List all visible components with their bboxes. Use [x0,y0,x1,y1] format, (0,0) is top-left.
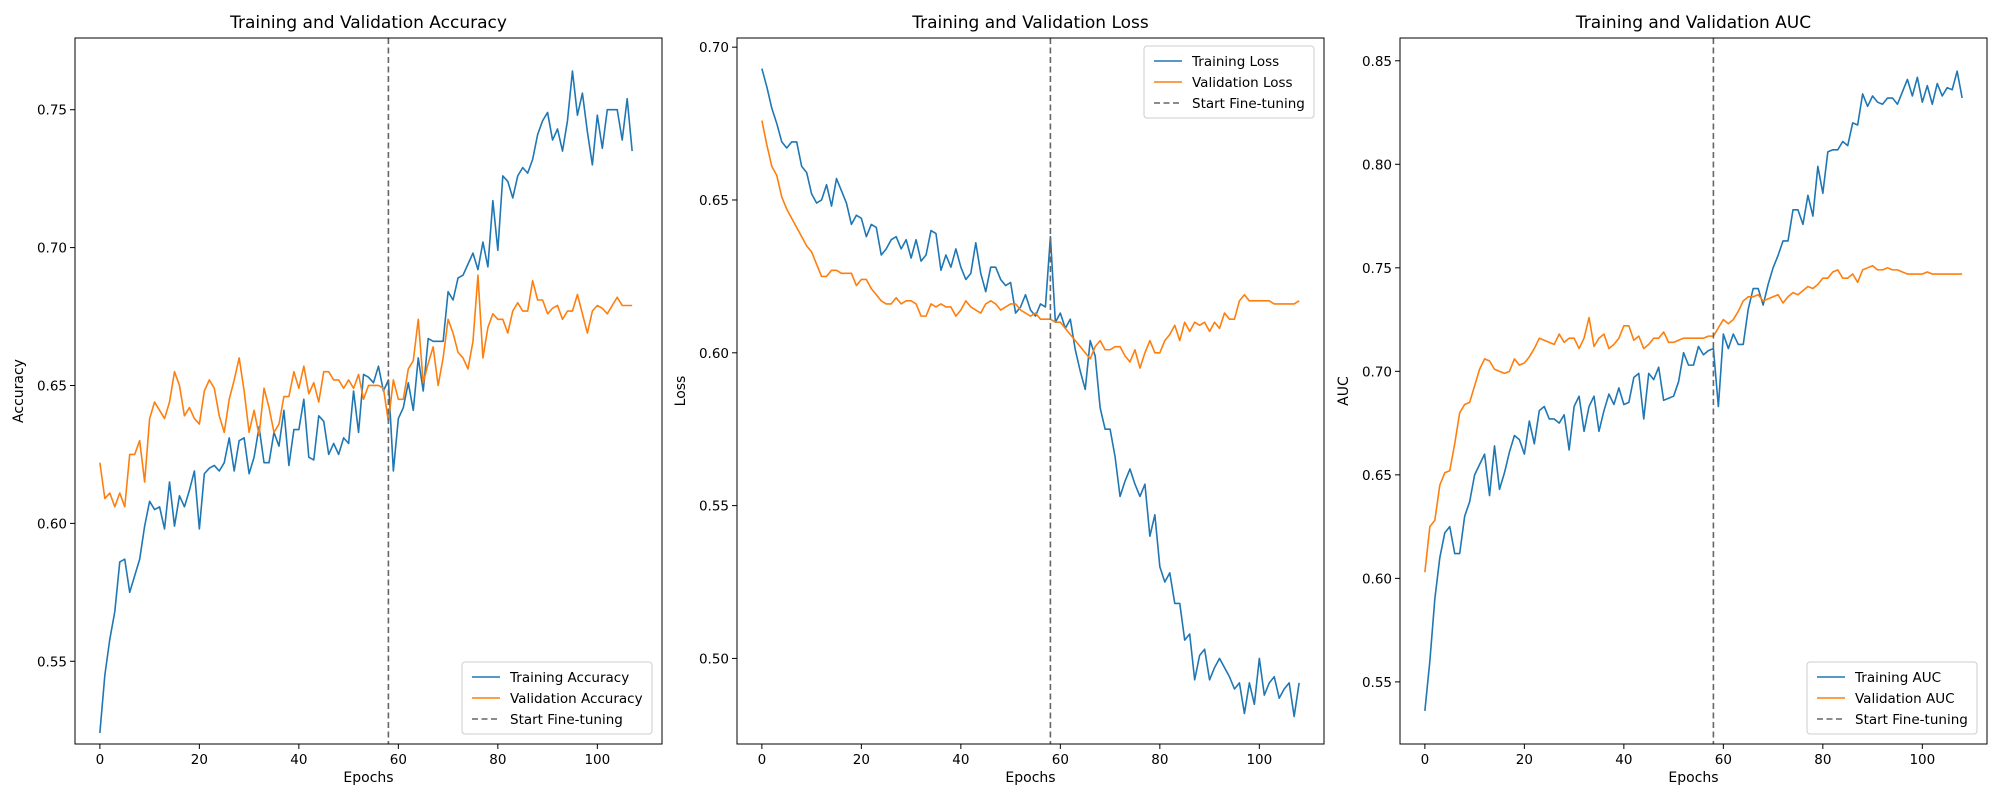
x-tick-label: 80 [1814,752,1831,768]
x-tick-label: 40 [1615,752,1632,768]
y-axis-label: Loss [673,376,689,407]
x-tick-label: 40 [290,752,307,768]
y-tick-label: 0.75 [1362,261,1392,277]
y-tick-label: 0.80 [1362,157,1392,173]
x-tick-label: 20 [191,752,208,768]
legend: Training Loss Validation Loss Start Fine-t… [1143,45,1315,119]
x-axis-label: Epochs [1005,770,1055,786]
chart-panel-3: 0 20 40 60 80 100 0.55 0.60 0.65 0.70 0.75 0.80 0.85… [1336,13,1988,786]
y-tick-label: 0.65 [1362,468,1392,484]
y-tick-label: 0.70 [37,241,67,257]
series-line-2 [761,120,1300,369]
legend-label-2: Validation AUC [1855,691,1955,707]
chart-panel-1: 0 20 40 60 80 100 0.55 0.60 0.65 0.70 0.75 Training… [11,13,663,786]
chart-panel-2: 0 20 40 60 80 100 0.50 0.55 0.60 0.65 0.70 Training… [673,13,1325,786]
y-tick-label: 0.70 [699,40,729,56]
legend-box [1143,45,1315,119]
y-axis-label: AUC [1336,376,1352,406]
legend-label-1: Training Accuracy [509,670,629,686]
x-tick-label: 0 [758,752,767,768]
x-axis-label: Epochs [343,770,393,786]
y-tick-label: 0.55 [699,499,729,515]
y-tick-label: 0.75 [37,103,67,119]
legend: Training AUC Validation AUC Start Fine-tun… [1806,661,1978,735]
y-tick-label: 0.85 [1362,54,1392,70]
y-axis-label: Accuracy [11,359,27,423]
plot-frame [1399,37,1988,745]
y-tick-label: 0.65 [37,378,67,394]
chart-title: Training and Validation Loss [911,13,1149,33]
series-line-2 [1424,264,1963,573]
x-tick-label: 100 [1246,752,1272,768]
chart-title: Training and Validation AUC [1575,13,1811,33]
x-tick-label: 0 [96,752,105,768]
legend-label-3: Start Fine-tuning [1855,712,1968,728]
y-tick-label: 0.50 [699,651,729,667]
legend-box [1806,661,1978,735]
plot-frame [74,37,663,745]
x-tick-label: 100 [584,752,610,768]
x-tick-label: 40 [952,752,969,768]
x-tick-label: 60 [1715,752,1732,768]
series-line-2 [99,274,633,508]
x-tick-label: 0 [1421,752,1430,768]
legend-label-3: Start Fine-tuning [510,712,623,728]
legend-label-3: Start Fine-tuning [1192,96,1305,112]
y-tick-label: 0.65 [699,193,729,209]
x-axis-label: Epochs [1668,770,1718,786]
x-tick-label: 20 [1516,752,1533,768]
x-tick-label: 60 [390,752,407,768]
legend-label-2: Validation Accuracy [510,691,643,707]
y-tick-label: 0.60 [1362,571,1392,587]
y-tick-label: 0.70 [1362,364,1392,380]
series-line-1 [99,70,633,734]
y-tick-label: 0.60 [699,346,729,362]
legend-label-2: Validation Loss [1192,75,1293,91]
plot-frame [736,37,1325,745]
legend: Training Accuracy Validation Accuracy Star… [461,661,653,735]
legend-label-1: Training Loss [1191,54,1279,70]
y-tick-label: 0.60 [37,516,67,532]
series-line-1 [761,68,1300,718]
x-tick-label: 80 [1151,752,1168,768]
y-tick-label: 0.55 [1362,675,1392,691]
legend-label-1: Training AUC [1854,670,1941,686]
x-tick-label: 100 [1909,752,1935,768]
x-tick-label: 60 [1052,752,1069,768]
x-tick-label: 20 [853,752,870,768]
legend-box [461,661,653,735]
x-tick-label: 80 [489,752,506,768]
y-tick-label: 0.55 [37,654,67,670]
series-line-1 [1424,70,1963,711]
chart-title: Training and Validation Accuracy [229,13,507,33]
